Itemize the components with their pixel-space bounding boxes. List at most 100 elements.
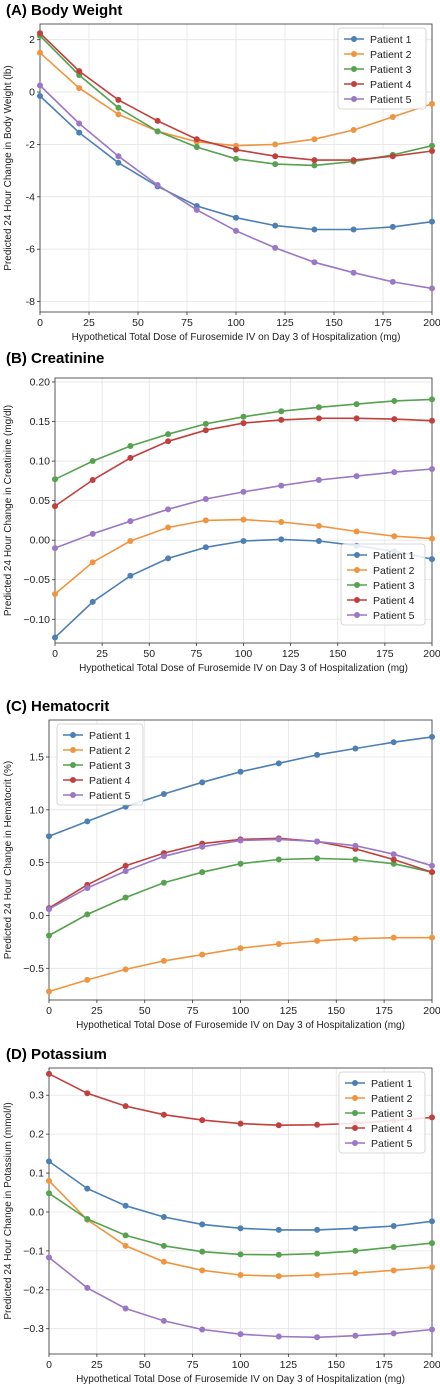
data-point-patient-3 xyxy=(89,458,96,465)
data-point-patient-4 xyxy=(199,1117,206,1124)
data-point-patient-1 xyxy=(52,634,58,641)
x-tick-label: 175 xyxy=(375,1005,393,1017)
data-point-patient-3 xyxy=(202,420,209,427)
data-point-patient-3 xyxy=(429,1240,435,1247)
data-point-patient-3 xyxy=(46,932,52,939)
x-tick-label: 200 xyxy=(423,317,440,329)
data-point-patient-1 xyxy=(352,1225,359,1232)
legend-label: Patient 2 xyxy=(373,565,415,577)
data-point-patient-5 xyxy=(127,518,134,525)
y-axis-label: Predicted 24 Hour Change in Hematocrit (… xyxy=(3,761,14,959)
data-point-patient-4 xyxy=(311,157,318,164)
data-point-patient-3 xyxy=(165,431,172,438)
legend-box xyxy=(340,543,426,626)
data-point-patient-3 xyxy=(84,911,91,918)
data-point-patient-1 xyxy=(272,222,279,229)
legend-marker xyxy=(352,1125,358,1131)
data-point-patient-3 xyxy=(314,1250,321,1257)
data-point-patient-4 xyxy=(429,869,435,876)
legend-label: Patient 3 xyxy=(373,580,415,592)
y-tick-label: -2 xyxy=(26,139,35,151)
data-point-patient-2 xyxy=(391,533,398,540)
legend-marker xyxy=(351,51,357,57)
y-tick-label: 0.10 xyxy=(30,456,51,468)
data-point-patient-3 xyxy=(240,413,247,420)
y-tick-label: 0.00 xyxy=(30,535,51,547)
data-point-patient-1 xyxy=(46,833,52,840)
data-point-patient-1 xyxy=(390,739,397,746)
data-point-patient-3 xyxy=(314,855,321,862)
data-point-patient-5 xyxy=(84,885,91,891)
data-point-patient-2 xyxy=(202,517,209,524)
data-point-patient-2 xyxy=(52,590,58,597)
data-point-patient-2 xyxy=(272,141,279,148)
legend-marker xyxy=(352,1095,358,1101)
data-point-patient-2 xyxy=(37,49,43,56)
data-point-patient-4 xyxy=(115,96,122,103)
legend-label: Patient 5 xyxy=(370,94,412,106)
data-point-patient-2 xyxy=(199,951,206,958)
data-point-patient-1 xyxy=(314,751,321,758)
data-point-patient-3 xyxy=(199,869,206,876)
data-point-patient-2 xyxy=(429,100,435,107)
x-tick-label: 125 xyxy=(280,1005,298,1017)
data-point-patient-2 xyxy=(389,113,396,120)
data-point-patient-3 xyxy=(278,408,285,415)
y-tick-label: −0.2 xyxy=(23,1284,44,1296)
legend-label: Patient 5 xyxy=(371,1138,413,1150)
data-point-patient-1 xyxy=(240,537,247,544)
data-point-patient-3 xyxy=(429,142,435,149)
data-point-patient-3 xyxy=(160,879,167,886)
data-point-patient-3 xyxy=(127,443,134,450)
y-tick-label: −0.05 xyxy=(23,574,50,586)
data-point-patient-1 xyxy=(202,544,209,551)
data-point-patient-3 xyxy=(122,1232,129,1239)
data-point-patient-3 xyxy=(272,161,279,168)
data-point-patient-1 xyxy=(429,1218,435,1225)
data-point-patient-5 xyxy=(429,285,435,292)
legend-marker xyxy=(354,552,360,558)
data-point-patient-1 xyxy=(237,1225,244,1232)
data-point-patient-1 xyxy=(275,760,282,767)
chart-creatinine: 0 25 50 75 100 125 150 175 200 −0.10 −0.05 0.00 0.05… xyxy=(3,376,440,674)
data-point-patient-2 xyxy=(352,935,359,942)
x-tick-label: 200 xyxy=(423,648,440,660)
data-point-patient-2 xyxy=(275,941,282,947)
y-tick-label: -6 xyxy=(26,244,35,256)
y-tick-label: 1.0 xyxy=(29,804,44,816)
y-tick-label: −0.5 xyxy=(23,963,44,975)
x-tick-label: 50 xyxy=(143,648,155,660)
data-point-patient-2 xyxy=(122,966,129,973)
x-axis-label: Hypothetical Total Dose of Furosemide IV… xyxy=(76,1020,405,1031)
chart-title: (C) Hematocrit xyxy=(6,698,110,715)
x-tick-label: 75 xyxy=(191,648,203,660)
x-tick-label: 0 xyxy=(46,1005,52,1017)
data-point-patient-2 xyxy=(237,1272,244,1279)
legend-box xyxy=(338,1071,426,1154)
data-point-patient-3 xyxy=(160,1242,167,1249)
x-tick-label: 125 xyxy=(282,648,300,660)
data-point-patient-5 xyxy=(233,227,239,234)
legend-label: Patient 3 xyxy=(371,1108,413,1120)
data-point-patient-3 xyxy=(275,1251,282,1258)
x-axis-label: Hypothetical Total Dose of Furosemide IV… xyxy=(76,1374,405,1385)
data-point-patient-3 xyxy=(115,104,122,111)
legend-label: Patient 1 xyxy=(373,550,415,562)
legend-marker xyxy=(70,747,76,753)
y-tick-label: -4 xyxy=(26,191,35,203)
data-point-patient-5 xyxy=(311,259,318,266)
data-point-patient-2 xyxy=(46,1177,52,1184)
data-point-patient-3 xyxy=(52,476,58,483)
data-point-patient-5 xyxy=(46,1254,52,1261)
data-point-patient-2 xyxy=(429,934,435,941)
data-point-patient-3 xyxy=(390,1243,397,1250)
data-point-patient-2 xyxy=(199,1267,206,1274)
data-point-patient-5 xyxy=(154,182,161,189)
x-tick-label: 100 xyxy=(227,317,245,329)
data-point-patient-1 xyxy=(199,779,206,786)
data-point-patient-5 xyxy=(390,1330,397,1337)
data-point-patient-4 xyxy=(429,417,435,424)
x-tick-label: 75 xyxy=(181,317,193,329)
data-point-patient-4 xyxy=(315,415,322,422)
data-point-patient-4 xyxy=(390,856,397,863)
